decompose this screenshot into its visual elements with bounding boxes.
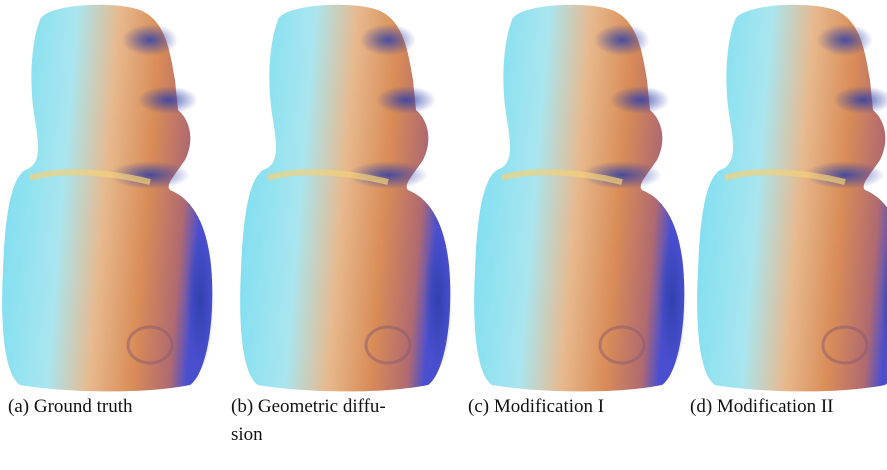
caption-label: (b) (231, 396, 253, 417)
caption-text: sion (231, 424, 263, 445)
caption-text: Ground truth (34, 396, 133, 417)
caption: (c) Modification I (468, 396, 604, 417)
caption-text: Geometric diffu- (258, 396, 386, 417)
caption-text: Modification I (494, 396, 604, 417)
figure: (a) Ground truth (b) Geometric diffu- si… (0, 0, 887, 470)
caption-label: (a) (8, 396, 29, 417)
render-geometric-diffusion (240, 5, 452, 392)
caption-label: (d) (690, 396, 712, 417)
caption: (a) Ground truth (8, 396, 133, 417)
caption: (b) Geometric diffu- (231, 396, 386, 417)
caption-label: (c) (468, 396, 489, 417)
caption: (d) Modification II (690, 396, 834, 417)
render-ground-truth (2, 5, 214, 392)
render-modification-1 (474, 5, 686, 392)
caption-text: Modification II (717, 396, 834, 417)
page: (a) Ground truth (b) Geometric diffu- si… (0, 0, 887, 470)
render-modification-2 (697, 5, 887, 392)
